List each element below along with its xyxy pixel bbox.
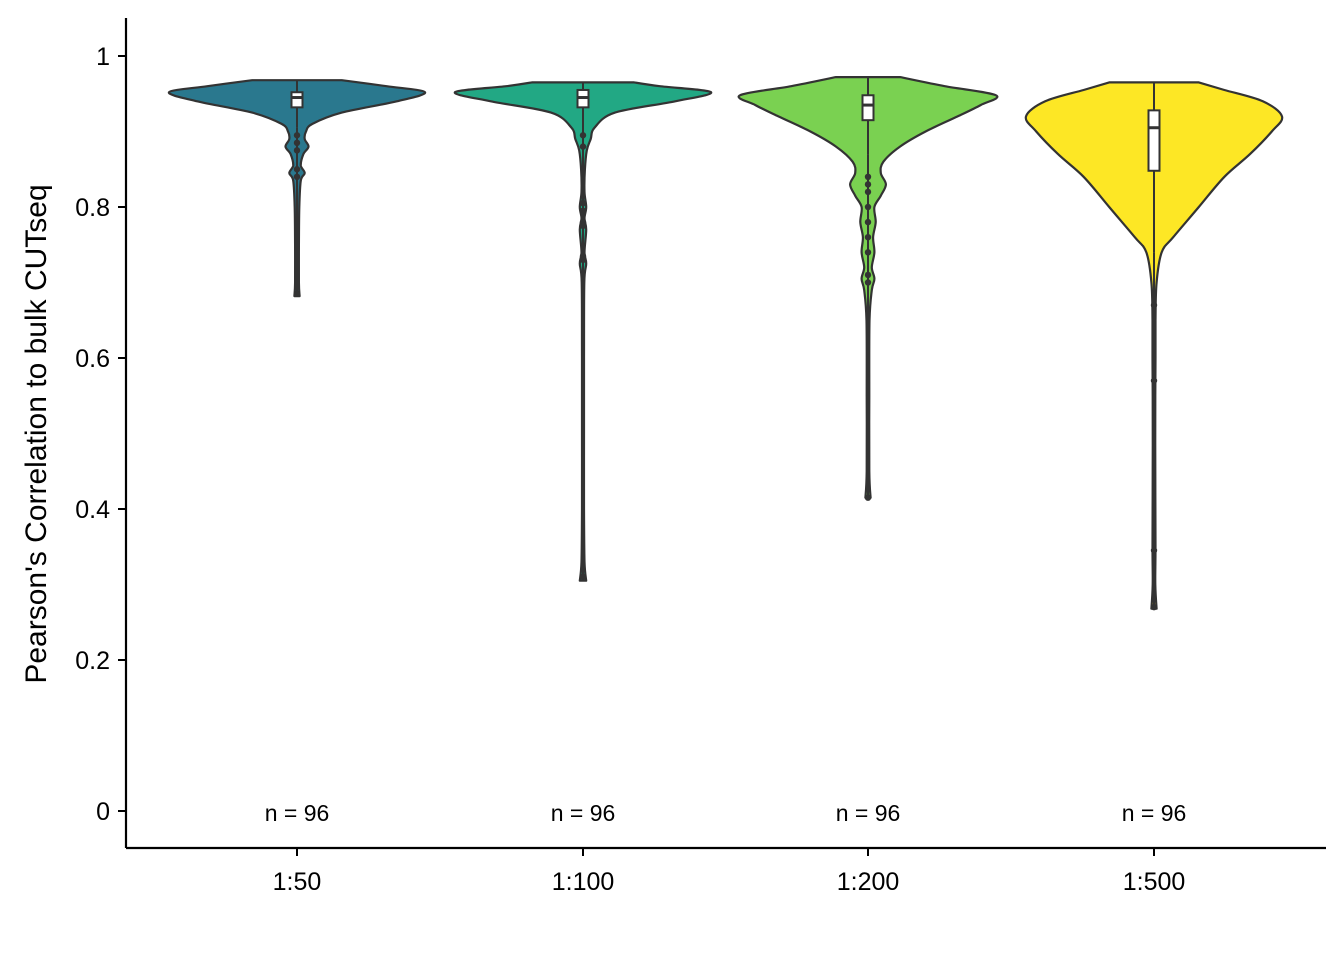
violin-group <box>453 81 713 582</box>
outlier-point <box>864 234 872 241</box>
outlier-point <box>579 222 587 230</box>
x-tick-label: 1:500 <box>1123 868 1186 896</box>
box <box>1147 109 1161 172</box>
count-label: n = 96 <box>1122 800 1187 826</box>
y-tick-label: 0.8 <box>75 194 110 222</box>
violin-group <box>167 79 427 298</box>
outlier-point <box>293 290 301 298</box>
violin-layer <box>167 76 1284 611</box>
outlier-point <box>293 173 301 180</box>
x-axis: 1:50 1:100 1:200 1:500 <box>126 846 1326 896</box>
y-tick-label: 0.6 <box>75 345 110 373</box>
outlier-point <box>864 494 872 501</box>
y-axis: 0 0.2 0.4 0.6 0.8 1 <box>75 18 128 848</box>
outlier-point <box>1150 377 1158 384</box>
violin-group <box>1024 81 1284 611</box>
outlier-point <box>1150 301 1158 309</box>
violin-group <box>737 76 999 501</box>
outlier-point <box>579 256 587 264</box>
x-tick-label: 1:100 <box>552 868 615 896</box>
box <box>861 94 875 122</box>
box <box>290 91 304 109</box>
outlier-point <box>579 200 587 207</box>
outlier-point <box>864 271 872 279</box>
outlier-point <box>864 279 872 286</box>
outlier-point <box>864 249 872 256</box>
outlier-point <box>864 203 872 211</box>
outlier-point <box>579 573 587 581</box>
count-label: n = 96 <box>836 800 901 826</box>
outlier-point <box>579 207 587 214</box>
outlier-point <box>864 188 872 196</box>
y-tick-label: 1 <box>96 43 110 71</box>
outlier-point <box>1150 547 1158 554</box>
outlier-point <box>864 181 872 188</box>
outlier-point <box>864 218 872 226</box>
y-tick-label: 0.4 <box>75 496 110 524</box>
outlier-point <box>1150 603 1158 611</box>
y-tick-label: 0.2 <box>75 647 110 675</box>
outlier-point <box>579 132 587 139</box>
outlier-point <box>293 139 301 147</box>
outlier-point <box>864 173 872 180</box>
y-tick-label: 0 <box>96 798 110 826</box>
count-label: n = 96 <box>551 800 616 826</box>
x-tick-label: 1:200 <box>837 868 900 896</box>
outlier-point <box>293 166 301 173</box>
outlier-point <box>293 132 301 139</box>
count-labels: n = 96 n = 96 n = 96 n = 96 <box>265 800 1187 826</box>
y-axis-title: Pearson's Correlation to bulk CUTseq <box>20 184 53 683</box>
outlier-point <box>293 147 301 154</box>
outlier-point <box>579 143 587 150</box>
x-tick-label: 1:50 <box>273 868 322 896</box>
count-label: n = 96 <box>265 800 330 826</box>
